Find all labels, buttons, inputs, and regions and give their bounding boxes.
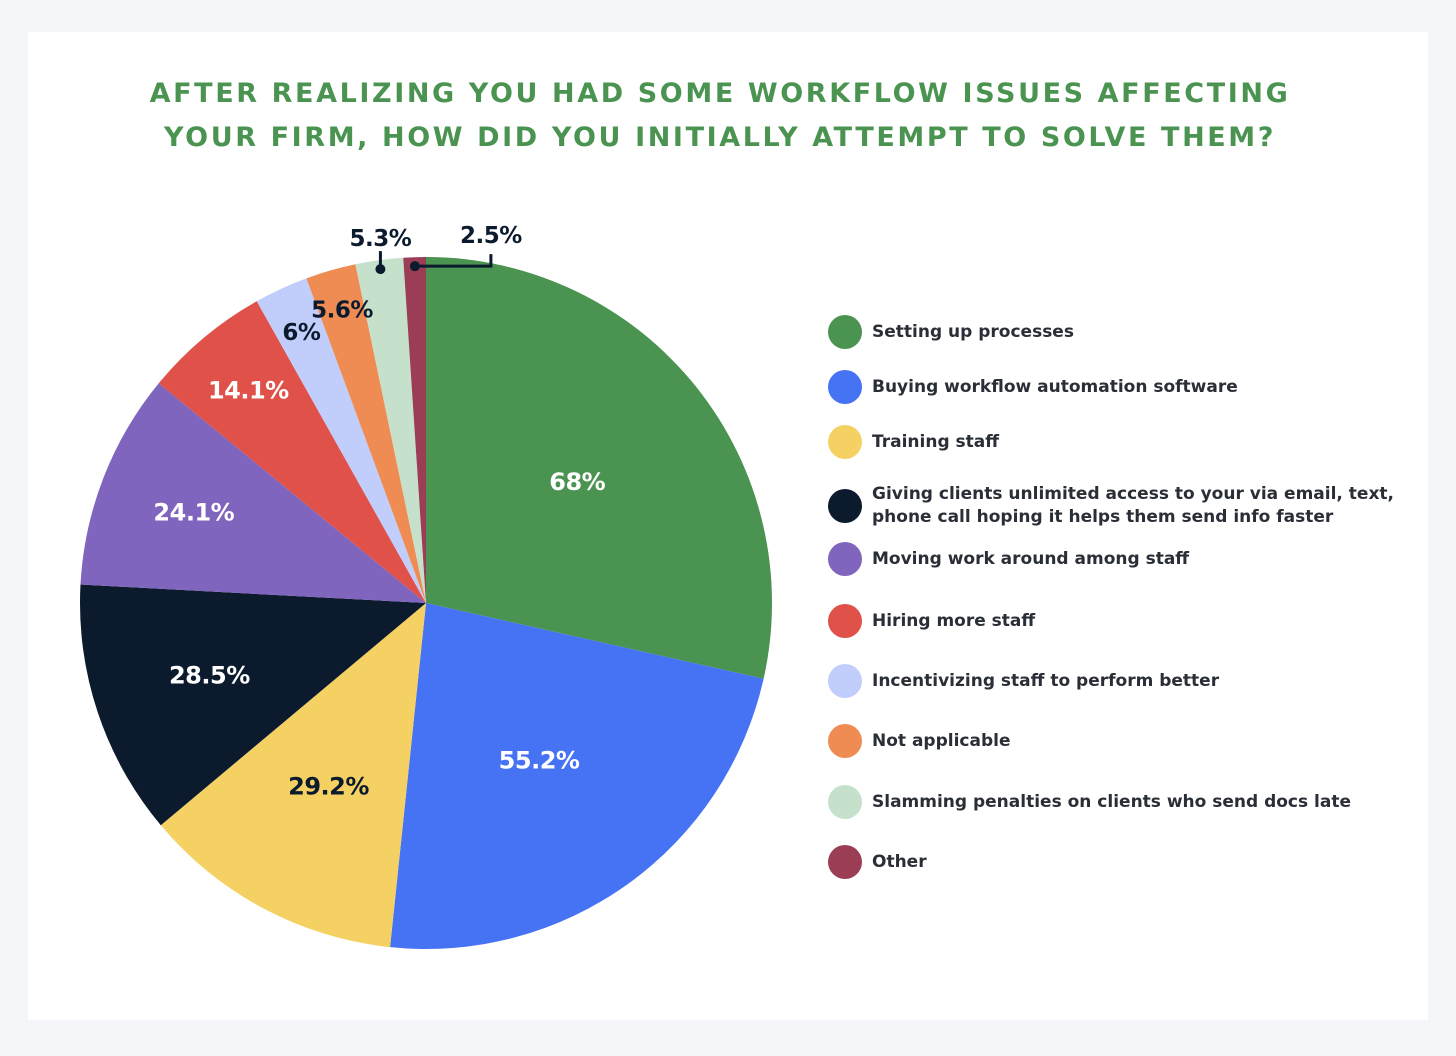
legend-item-training-staff: Training staff xyxy=(828,425,1412,459)
pie-slice-not-applicable xyxy=(306,264,426,603)
pie-slice-moving-work-around-among-staff xyxy=(80,383,427,603)
leader-dot-other xyxy=(409,261,420,272)
pie-slice-giving-clients-unlimited-access-to-your-via-email-text-phone-call-hoping-it-helps-them-send-info-faster xyxy=(79,584,426,826)
legend-label: Slamming penalties on clients who send d… xyxy=(872,791,1351,812)
legend-label: Giving clients unlimited access to your … xyxy=(872,484,1395,527)
legend-item-slamming-penalties-on-clients-who-send-docs-late: Slamming penalties on clients who send d… xyxy=(828,785,1412,819)
chart-title: AFTER REALIZING YOU HAD SOME WORKFLOW IS… xyxy=(0,72,1440,160)
legend-swatch xyxy=(828,724,862,758)
pie-slice-slamming-penalties-on-clients-who-send-docs-late xyxy=(355,257,426,603)
legend-item-not-applicable: Not applicable xyxy=(828,724,1412,758)
data-label-hiring-more-staff: 14.1% xyxy=(208,377,289,405)
data-label-incentivizing-staff-to-perform-better: 6% xyxy=(282,320,321,346)
leader-dot-slamming-penalties-on-clients-who-send-docs-late xyxy=(375,264,386,275)
legend-label: Moving work around among staff xyxy=(872,548,1190,569)
legend-label: Hiring more staff xyxy=(872,610,1036,631)
data-label-buying-workflow-automation-software: 55.2% xyxy=(499,746,580,774)
data-label-not-applicable: 5.6% xyxy=(311,297,373,323)
legend-item-setting-up-processes: Setting up processes xyxy=(828,315,1412,349)
pie-slice-training-staff xyxy=(160,603,427,948)
legend-label: Setting up processes xyxy=(872,321,1074,342)
legend-swatch xyxy=(828,845,862,879)
pie-slice-other xyxy=(403,257,426,603)
pie-slice-incentivizing-staff-to-perform-better xyxy=(256,278,426,603)
legend-swatch xyxy=(828,604,862,638)
legend-item-buying-workflow-automation-software: Buying workflow automation software xyxy=(828,370,1412,404)
leader-line-other xyxy=(414,254,493,268)
legend-swatch xyxy=(828,489,862,523)
pie-slice-buying-workflow-automation-software xyxy=(390,603,764,950)
legend-swatch xyxy=(828,315,862,349)
legend-item-moving-work-around-among-staff: Moving work around among staff xyxy=(828,542,1412,576)
legend-swatch xyxy=(828,785,862,819)
legend-label: Buying workflow automation software xyxy=(872,376,1238,397)
data-label-slamming-penalties-on-clients-who-send-docs-late: 5.3% xyxy=(350,226,412,252)
data-label-other: 2.5% xyxy=(460,223,522,249)
legend-label: Other xyxy=(872,851,927,872)
legend-item-giving-clients-unlimited-access-to-your-via-email-text-phone-call-hoping-it-helps-them-send-info-faster: Giving clients unlimited access to your … xyxy=(828,483,1412,529)
legend-item-incentivizing-staff-to-perform-better: Incentivizing staff to perform better xyxy=(828,664,1412,698)
data-label-giving-clients-unlimited-access-to-your-via-email-text-phone-call-hoping-it-helps-them-send-info-faster: 28.5% xyxy=(169,661,250,689)
data-label-moving-work-around-among-staff: 24.1% xyxy=(153,499,234,527)
legend-item-other: Other xyxy=(828,845,1412,879)
data-label-setting-up-processes: 68% xyxy=(549,468,605,496)
legend-label: Not applicable xyxy=(872,730,1011,751)
pie-slice-hiring-more-staff xyxy=(158,301,426,603)
legend-item-hiring-more-staff: Hiring more staff xyxy=(828,604,1412,638)
legend-label: Training staff xyxy=(872,431,1000,452)
chart-legend: Setting up processes Buying workflow auto… xyxy=(828,0,1428,1056)
legend-swatch xyxy=(828,664,862,698)
legend-swatch xyxy=(828,542,862,576)
data-label-training-staff: 29.2% xyxy=(288,772,369,800)
legend-swatch xyxy=(828,425,862,459)
chart-title-line-1: AFTER REALIZING YOU HAD SOME WORKFLOW IS… xyxy=(149,78,1291,109)
pie-slice-setting-up-processes xyxy=(426,257,772,679)
legend-swatch xyxy=(828,370,862,404)
legend-label: Incentivizing staff to perform better xyxy=(872,670,1220,691)
chart-title-line-2: YOUR FIRM, HOW DID YOU INITIALLY ATTEMPT… xyxy=(163,122,1277,153)
